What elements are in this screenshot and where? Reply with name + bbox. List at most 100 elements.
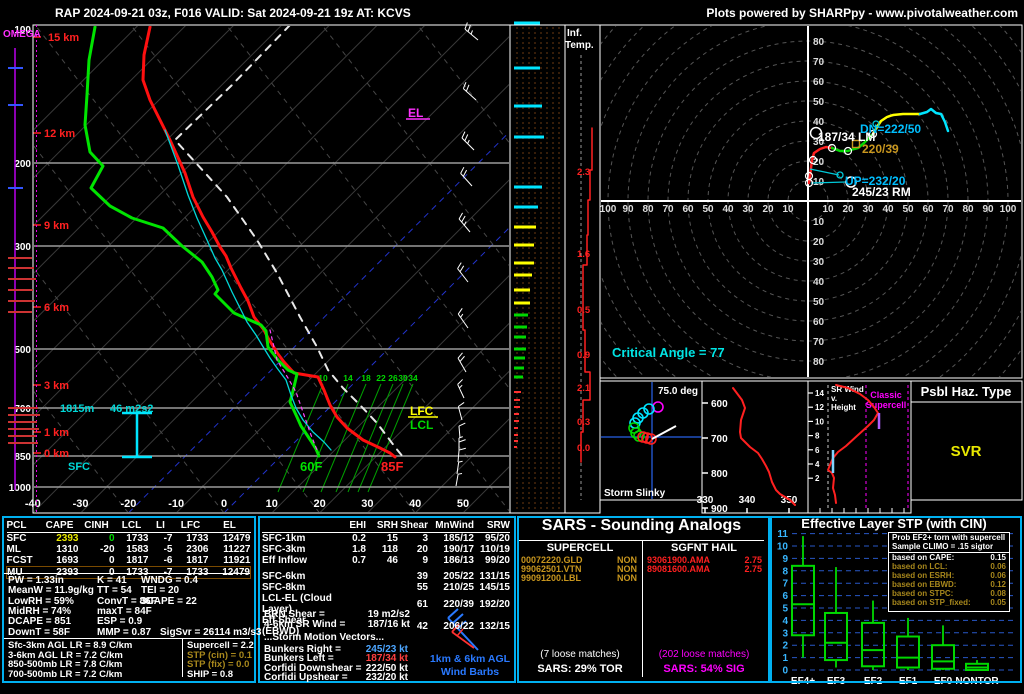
pressure-label: 700 <box>14 404 31 415</box>
thermo-panel <box>2 516 256 683</box>
stp-axis-label: 4 <box>782 616 788 627</box>
hodo-ring-label: 20 <box>762 204 774 215</box>
kinematics-cell: 190/17 <box>443 544 474 555</box>
classic-supercell-label: Classic <box>870 390 902 400</box>
kinematics-cell: 46 <box>386 555 398 566</box>
temp-axis-label: -30 <box>73 498 89 510</box>
stp-axis-label: 1 <box>782 653 788 664</box>
parcel-cell: ML <box>6 544 21 555</box>
height-label: 6 km <box>44 302 69 314</box>
sr-height-label: 4 <box>815 460 820 469</box>
kinematics-cell <box>366 582 398 593</box>
kinematics-cell: Eff Inflow <box>262 555 307 566</box>
dry-adiabat-line <box>513 25 893 513</box>
kinematics-cell: 145/15 <box>479 582 510 593</box>
divider <box>889 552 1009 553</box>
parcel-cell: 0 <box>108 533 115 544</box>
sr-wind-profile <box>827 384 879 504</box>
kinematics-col-header: Shear <box>398 519 428 533</box>
parcel-table: PCL CAPE CINH LCL LI LFC EL SFC 2393 0 1733 -7 1733 1… <box>6 519 251 579</box>
inferred-temp-value: 0.9 <box>577 350 590 361</box>
hodo-level-marker <box>808 155 818 165</box>
temp-axis-label: 0 <box>221 498 227 510</box>
parcel-cell: 1733 <box>114 566 149 579</box>
storm-motion-value: 222/50 kt <box>365 662 408 674</box>
wind-barb-tick <box>459 355 465 362</box>
stp-probability-value: 0.06 <box>990 571 1006 580</box>
parcel-cell: FCST <box>6 555 33 566</box>
mixing-ratio-line <box>302 383 349 493</box>
hodo-ring-label: 10 <box>813 217 825 228</box>
right-mover-circle <box>845 176 857 188</box>
barb-1km-tick <box>456 628 464 637</box>
inferred-temp-value: 1.6 <box>577 249 590 260</box>
hodo-ring-label: 90 <box>982 204 994 215</box>
wind-barb <box>457 357 467 373</box>
thermo-index: MMP = 0.87 <box>97 626 152 638</box>
wind-barb <box>457 450 460 463</box>
stp-probability-value: 0.12 <box>990 580 1006 589</box>
wind-barb-tick <box>465 84 470 92</box>
wind-barb <box>458 426 461 439</box>
inferred-temp-profile <box>580 127 593 463</box>
dry-adiabat-line <box>322 26 509 266</box>
height-label: 3 km <box>44 380 69 392</box>
hodo-ring-label: 50 <box>702 204 714 215</box>
stp-probability-label: based on EBWD: <box>892 580 957 589</box>
parcel-col-header: CAPE <box>40 519 79 533</box>
hodo-ring-label: 40 <box>813 277 825 288</box>
theta-e-pressure-label: 700 <box>711 434 728 445</box>
parcel-row: ML 1310 -20 1583 -5 2306 11227 <box>7 544 251 555</box>
dry-adiabat-line <box>34 390 129 512</box>
stp-axis-label: 5 <box>782 604 788 615</box>
wind-barb-tick <box>458 212 464 220</box>
hodo-ring-label: 70 <box>813 57 825 68</box>
isotherm-line <box>176 179 509 512</box>
thermo-index: ESP = 0.9 <box>97 616 143 628</box>
skewt-grid <box>34 25 893 513</box>
sars-supercell-matchcount: (7 loose matches) <box>540 649 620 660</box>
thermo-index: TEI = 20 <box>141 585 180 597</box>
hodo-level-marker <box>804 171 814 181</box>
kinematics-cell: SFC-3km <box>262 544 306 555</box>
theta-e-x-label: 330 <box>697 495 714 506</box>
model-run-title: RAP 2024-09-21 03z, F016 VALID: Sat 2024… <box>55 6 411 20</box>
lfc-label: LFC <box>410 404 434 418</box>
stp-axis-label: 7 <box>782 579 788 590</box>
sars-hail-match: 89081600.AMA <box>647 564 711 575</box>
height-label: 15 km <box>48 32 79 44</box>
sr-wind-title: v. <box>831 394 837 403</box>
sars-hail-matchcount: (202 loose matches) <box>658 649 750 660</box>
sr-wind-title: SR Wind <box>831 385 864 394</box>
kinematics-cell: 186/13 <box>443 555 474 566</box>
hodo-level-marker <box>827 143 837 153</box>
sigsvr-value: SigSvr = 26114 m3/s3 <box>160 626 262 638</box>
temp-axis-label: 30 <box>361 498 373 510</box>
parcel-cell: -7 <box>163 533 173 544</box>
wind-barb-tick <box>460 313 464 318</box>
theta-e-x-label: 340 <box>739 495 756 506</box>
kinematics-cell: 132/15 <box>479 620 510 632</box>
sfc-label: SFC <box>68 461 90 473</box>
inflow-srh-label: 46 m2s2 <box>110 403 153 415</box>
temp-axis-label: 50 <box>457 498 469 510</box>
dry-adiabat-line <box>226 26 509 389</box>
kinematics-cell: 192/20 <box>479 598 510 610</box>
hodo-ring-label: 30 <box>742 204 754 215</box>
sr-height-label: 2 <box>815 474 820 483</box>
mixing-ratio-label: 26 <box>388 373 398 383</box>
surface-dewpoint-label: 60F <box>300 459 322 474</box>
parcel-cell: -20 <box>100 544 115 555</box>
pressure-label: 300 <box>14 242 31 253</box>
parcel_trace-curve <box>174 26 404 458</box>
lapse-rate: 3-6km AGL LR = 7.2 C/km <box>8 649 123 661</box>
hodo-ring-label: 10 <box>822 204 834 215</box>
composite-index: STP (cin) = 0.1 <box>187 649 253 661</box>
hodo-ring-label: 50 <box>902 204 914 215</box>
parcel-col-header: LI <box>148 519 173 533</box>
sr-height-label: 8 <box>815 432 820 441</box>
thermo-index: 3CAPE = 22 <box>141 595 197 607</box>
parcel-col-header: LCL <box>114 519 149 533</box>
kinematics-cell: 1.8 <box>352 544 366 555</box>
parcel-cell: 11227 <box>223 544 251 555</box>
